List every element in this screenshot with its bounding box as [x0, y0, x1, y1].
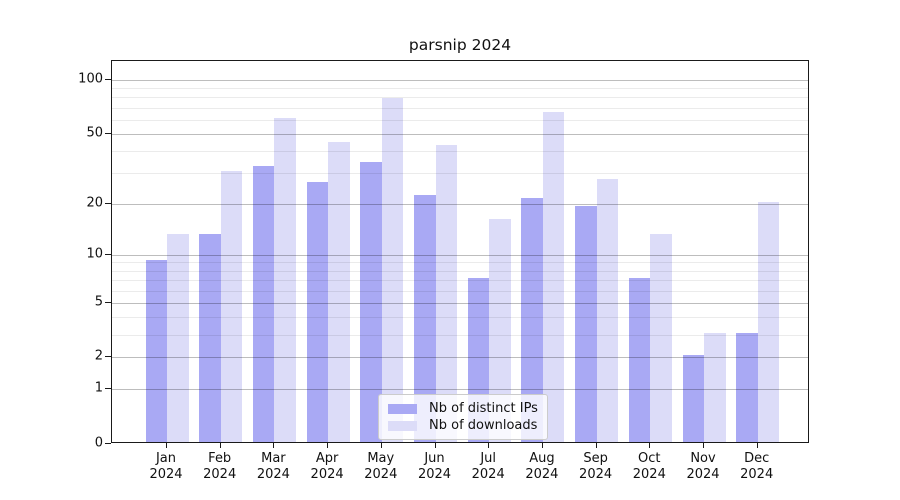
bar-downloads-feb [220, 171, 243, 442]
x-tick-year-may: 2024 [364, 467, 398, 482]
bar-ips-jan [145, 260, 167, 442]
x-tick-year-aug: 2024 [525, 467, 559, 482]
x-tick-label-may: May 2024 [364, 451, 398, 482]
x-tick-feb [219, 443, 221, 448]
y-tick-label-10: 10 [86, 246, 103, 262]
y-tick-label-50: 50 [86, 125, 103, 141]
x-tick-year-oct: 2024 [632, 467, 666, 482]
bars-layer [112, 61, 808, 442]
bar-downloads-jul [489, 219, 511, 442]
y-tick-100 [105, 78, 111, 80]
bar-ips-mar [252, 166, 275, 442]
x-tick-jan [166, 443, 167, 448]
x-tick-year-nov: 2024 [686, 467, 720, 482]
y-tick-label-20: 20 [86, 195, 103, 211]
x-tick-mar [273, 443, 275, 448]
bar-downloads-oct [650, 234, 672, 442]
legend-swatch-distinct-ips [388, 403, 417, 414]
legend-swatch-downloads [388, 420, 417, 431]
legend: Nb of distinct IPs Nb of downloads [378, 394, 548, 440]
legend-label-distinct-ips: Nb of distinct IPs [429, 401, 538, 416]
bar-ips-jun [414, 195, 436, 442]
y-tick-0 [105, 443, 111, 444]
x-tick-label-sep: Sep 2024 [579, 451, 613, 482]
bar-downloads-mar [274, 118, 296, 442]
x-tick-may [380, 443, 382, 448]
x-tick-year-sep: 2024 [579, 467, 613, 482]
bar-downloads-nov [704, 333, 726, 442]
x-tick-dec [756, 443, 758, 448]
x-tick-year-apr: 2024 [310, 467, 344, 482]
x-tick-year-feb: 2024 [203, 467, 237, 482]
bar-ips-feb [199, 234, 221, 442]
x-tick-label-aug: Aug 2024 [525, 451, 559, 482]
x-tick-jun [434, 443, 436, 448]
x-tick-aug [541, 443, 543, 448]
y-tick-label-2: 2 [94, 348, 103, 364]
x-tick-year-dec: 2024 [740, 467, 774, 482]
x-tick-label-jun: Jun 2024 [417, 451, 452, 482]
y-tick-20 [105, 202, 111, 204]
x-tick-year-jan: 2024 [149, 467, 183, 482]
y-tick-5 [105, 301, 111, 303]
y-tick-label-5: 5 [94, 294, 103, 310]
x-tick-label-feb: Feb 2024 [203, 451, 237, 482]
bar-downloads-jan [167, 234, 189, 442]
bar-downloads-jun [435, 145, 457, 442]
x-tick-label-dec: Dec 2024 [740, 451, 774, 482]
legend-item-distinct-ips: Nb of distinct IPs [388, 400, 538, 417]
x-tick-label-jul: Jul 2024 [471, 451, 505, 482]
bar-downloads-sep [596, 179, 619, 442]
bar-ips-apr [306, 182, 329, 442]
x-tick-label-mar: Mar 2024 [256, 451, 290, 482]
x-tick-jul [488, 443, 490, 448]
bar-ips-sep [575, 206, 597, 442]
bar-downloads-apr [328, 142, 350, 442]
x-tick-apr [327, 443, 329, 448]
y-tick-label-1: 1 [94, 380, 103, 396]
x-tick-oct [649, 443, 651, 448]
y-tick-10 [105, 253, 111, 255]
plot-area: Nb of distinct IPs Nb of downloads [111, 60, 809, 443]
x-tick-year-mar: 2024 [256, 467, 290, 482]
bar-ips-oct [628, 278, 651, 442]
bar-ips-may [360, 162, 382, 442]
bar-ips-nov [682, 355, 704, 442]
y-tick-2 [105, 356, 111, 358]
x-tick-label-nov: Nov 2024 [686, 451, 720, 482]
bar-downloads-may [381, 98, 404, 442]
bar-downloads-dec [757, 202, 780, 442]
x-tick-label-oct: Oct 2024 [632, 451, 666, 482]
bar-ips-dec [736, 333, 758, 442]
bar-ips-aug [521, 198, 543, 442]
bar-downloads-aug [542, 112, 565, 442]
x-tick-year-jul: 2024 [471, 467, 505, 482]
y-tick-50 [105, 132, 111, 134]
y-tick-label-0: 0 [94, 435, 103, 451]
x-tick-year-jun: 2024 [417, 467, 452, 482]
x-tick-sep [595, 443, 597, 448]
x-tick-nov [703, 443, 704, 448]
y-tick-1 [105, 388, 111, 390]
legend-item-downloads: Nb of downloads [388, 417, 538, 434]
x-tick-label-apr: Apr 2024 [310, 451, 344, 482]
legend-label-downloads: Nb of downloads [429, 418, 538, 433]
y-tick-label-100: 100 [78, 71, 103, 87]
chart-title: parsnip 2024 [408, 36, 512, 54]
x-tick-label-jan: Jan 2024 [149, 451, 183, 482]
